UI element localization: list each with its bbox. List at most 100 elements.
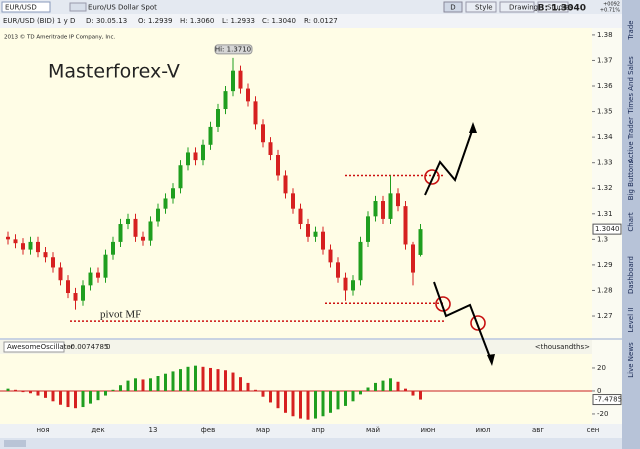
- osc-bar: [276, 390, 280, 409]
- y-tick-label: 1.38: [597, 31, 613, 39]
- header-high: H: 1.3060: [180, 17, 214, 25]
- candle-body: [321, 231, 325, 250]
- osc-tick-label: -20: [597, 410, 608, 418]
- sidebar-tab[interactable]: Level II: [627, 308, 635, 333]
- status-icons[interactable]: [4, 440, 26, 447]
- candle-body: [58, 267, 63, 281]
- osc-bar: [51, 390, 55, 402]
- status-bar: [0, 438, 622, 449]
- y-tick-label: 1.28: [597, 286, 613, 294]
- candle-body: [88, 272, 93, 286]
- y-tick-label: 1.35: [597, 108, 613, 116]
- candle-body: [171, 188, 175, 199]
- osc-unit: <thousandths>: [535, 343, 590, 351]
- candle-body: [373, 201, 378, 217]
- osc-bar: [59, 390, 62, 405]
- candle-body: [148, 221, 153, 241]
- sidebar-tab[interactable]: Chart: [627, 212, 635, 231]
- candle-body: [201, 144, 205, 161]
- osc-bar: [246, 382, 250, 391]
- sidebar: [622, 0, 640, 449]
- osc-bar: [6, 388, 10, 391]
- candle-body: [118, 224, 123, 242]
- candle-body: [268, 142, 273, 156]
- sidebar-tab[interactable]: Big Buttons: [627, 159, 635, 200]
- osc-bar: [419, 390, 422, 400]
- osc-bar: [351, 390, 355, 402]
- candle-body: [291, 193, 295, 209]
- candle-body: [253, 101, 258, 125]
- sidebar-tab[interactable]: Live News: [627, 342, 635, 378]
- candle-body: [238, 70, 243, 89]
- header: [0, 14, 622, 28]
- candle-body: [66, 280, 70, 294]
- candle-body: [156, 208, 160, 222]
- osc-bar: [381, 380, 385, 391]
- arrows: [424, 122, 495, 366]
- candle-body: [103, 254, 108, 278]
- copyright: 2013 © TD Ameritrade IP Company, Inc.: [4, 34, 116, 41]
- osc-bar: [201, 366, 205, 391]
- symbol-input[interactable]: [1, 1, 51, 13]
- sidebar-tab[interactable]: Active Trader: [627, 117, 635, 163]
- candle-body: [246, 88, 250, 102]
- candle-body: [403, 206, 408, 245]
- candle-body: [6, 236, 10, 240]
- candle-body: [36, 241, 40, 253]
- price-axis: [592, 28, 622, 338]
- osc-bar: [179, 369, 182, 391]
- symbol: EUR/USD: [5, 4, 37, 12]
- osc-bar: [224, 370, 227, 391]
- circle: [435, 296, 451, 312]
- toolbar-button[interactable]: [537, 1, 569, 13]
- toolbar-button[interactable]: [465, 1, 497, 13]
- sidebar-tab[interactable]: Dashboard: [627, 256, 635, 294]
- osc-bar: [89, 390, 92, 404]
- header-title: EUR/USD (BID) 1 y D: [3, 17, 75, 25]
- candle-body: [163, 198, 168, 209]
- header-low: L: 1.2933: [222, 17, 255, 25]
- osc-bar: [36, 390, 40, 396]
- y-tick-label: 1.3: [597, 235, 608, 243]
- icons[interactable]: [69, 2, 87, 12]
- osc-bar: [389, 378, 392, 391]
- candle-body: [396, 193, 400, 207]
- candle-body: [351, 280, 355, 291]
- candle-body: [43, 252, 48, 258]
- osc-bar: [321, 390, 325, 417]
- candle-body: [223, 91, 228, 110]
- toolbar-button-label: Drawings: [509, 4, 542, 12]
- header-open: O: 1.2939: [138, 17, 172, 25]
- header-close: C: 1.3040: [262, 17, 296, 25]
- high-label: Hi: 1.3710: [215, 45, 251, 53]
- sidebar-tab[interactable]: Times And Sales: [627, 56, 635, 115]
- osc-bar: [261, 390, 265, 397]
- candle-body: [261, 124, 265, 143]
- y-tick-label: 1.37: [597, 56, 613, 64]
- price-pane: [0, 28, 592, 338]
- candle-body: [28, 241, 33, 250]
- osc-bar: [239, 377, 242, 391]
- candle-body: [381, 201, 385, 219]
- y-tick-label: 1.36: [597, 82, 613, 90]
- last-price: 1.3040: [595, 225, 620, 233]
- candle-body: [133, 218, 138, 237]
- period-button[interactable]: [443, 1, 463, 13]
- brand: Masterforex-V: [48, 61, 180, 83]
- circles: [424, 169, 486, 331]
- osc-bar: [14, 389, 17, 391]
- osc-bar: [119, 385, 122, 391]
- x-tick-label: 13: [149, 426, 158, 434]
- x-tick-label: май: [366, 426, 380, 434]
- sidebar-tab[interactable]: Trade: [627, 20, 635, 40]
- osc-bar: [374, 382, 377, 391]
- candle-body: [21, 243, 25, 250]
- osc-bar: [344, 390, 347, 406]
- candle-body: [343, 277, 348, 291]
- osc-bar: [231, 372, 235, 391]
- osc-bar: [21, 390, 25, 393]
- toolbar-button[interactable]: [499, 1, 535, 13]
- x-tick-label: фев: [201, 426, 215, 434]
- osc-bar: [81, 390, 85, 408]
